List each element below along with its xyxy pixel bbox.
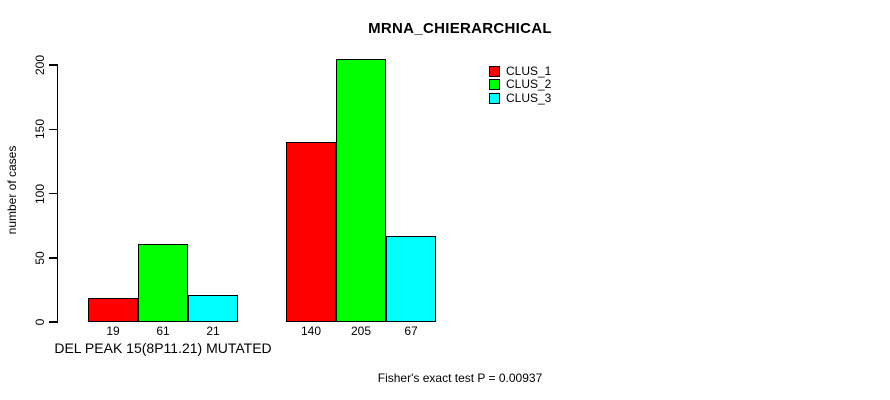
bar-value-label: 61 — [156, 324, 170, 338]
x-axis-category-label: DEL PEAK 15(8P11.21) MUTATED — [54, 340, 272, 356]
legend: CLUS_1 CLUS_2 CLUS_3 — [489, 64, 552, 106]
y-tick — [49, 321, 57, 323]
y-tick — [49, 128, 57, 130]
y-axis-line — [56, 64, 58, 323]
legend-item: CLUS_3 — [489, 90, 552, 105]
legend-item: CLUS_1 — [489, 64, 552, 78]
bar-value-label: 67 — [404, 324, 418, 338]
y-tick-label: 100 — [33, 183, 47, 204]
y-tick-label: 50 — [33, 251, 47, 265]
chart-title: MRNA_CHIERARCHICAL — [368, 20, 552, 37]
legend-item: CLUS_2 — [489, 77, 552, 92]
legend-label: CLUS_3 — [506, 90, 552, 105]
legend-label: CLUS_1 — [506, 64, 552, 78]
y-tick — [49, 64, 57, 66]
bar-value-label: 21 — [206, 324, 220, 338]
legend-swatch — [489, 66, 500, 77]
bar-value-label: 140 — [300, 324, 322, 338]
legend-swatch — [489, 92, 500, 104]
legend-swatch — [489, 79, 500, 91]
caption: Fisher's exact test P = 0.00937 — [377, 371, 543, 385]
y-tick — [49, 192, 57, 195]
bar-clus_3-group1 — [188, 295, 238, 322]
bar-clus_3-group2 — [386, 235, 436, 322]
y-axis-label: number of cases — [5, 145, 19, 235]
bar-value-label: 205 — [350, 324, 372, 338]
y-tick-label: 200 — [33, 54, 47, 76]
bar-clus_2-group1 — [138, 243, 188, 322]
bar-clus_1-group1 — [88, 297, 138, 322]
bar-clus_2-group2 — [336, 58, 386, 322]
y-tick-label: 0 — [33, 318, 47, 326]
y-tick — [49, 257, 57, 259]
y-tick-label: 150 — [33, 119, 47, 140]
bar-value-label: 19 — [106, 324, 120, 338]
legend-label: CLUS_2 — [506, 77, 552, 92]
bar-clus_1-group2 — [286, 142, 336, 322]
